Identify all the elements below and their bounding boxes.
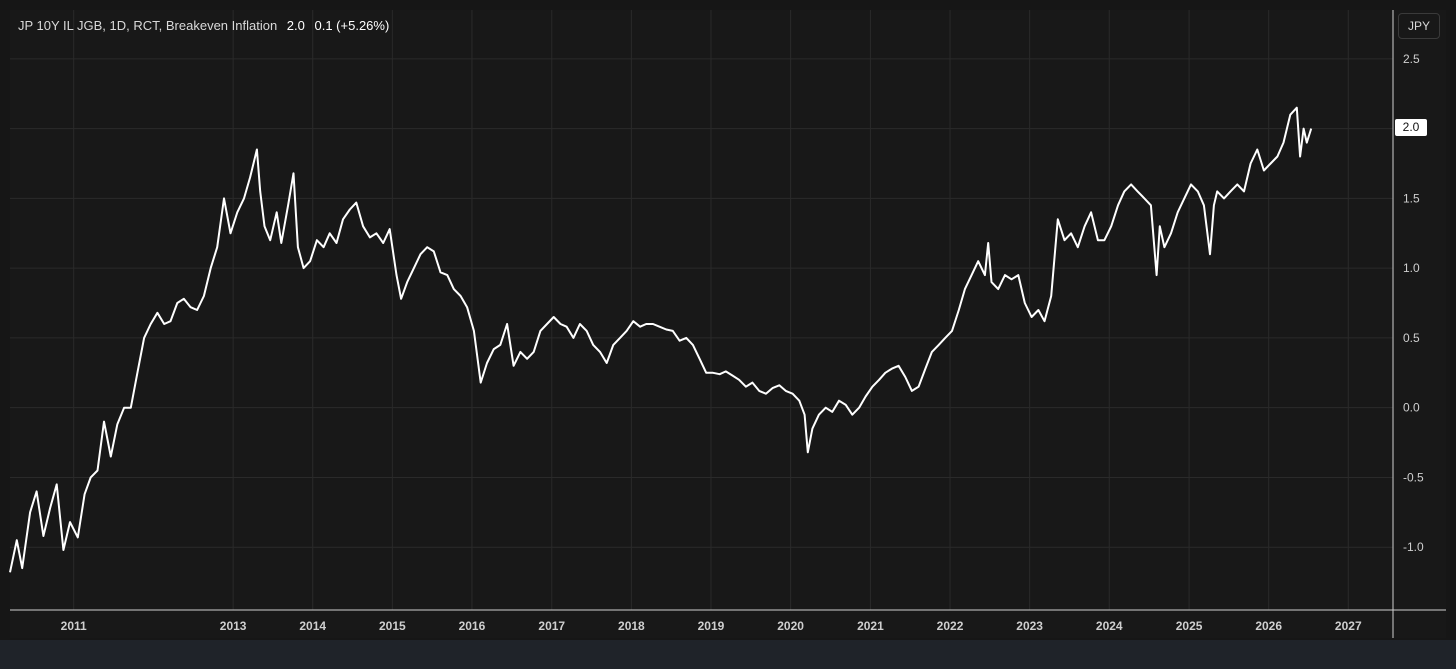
y-tick-label: 0.5 xyxy=(1403,331,1420,345)
x-tick-label: 2014 xyxy=(299,619,326,633)
y-tick-label: -1.0 xyxy=(1403,540,1424,554)
grid xyxy=(10,10,1393,610)
x-tick-label: 2015 xyxy=(379,619,406,633)
y-tick-label: 0.0 xyxy=(1403,401,1420,415)
x-tick-label: 2017 xyxy=(538,619,565,633)
x-tick-label: 2016 xyxy=(459,619,486,633)
x-tick-label: 2011 xyxy=(61,619,87,633)
x-tick-label: 2020 xyxy=(777,619,804,633)
legend: JP 10Y IL JGB, 1D, RCT, Breakeven Inflat… xyxy=(18,18,389,33)
x-tick-label: 2019 xyxy=(698,619,725,633)
x-tick-label: 2021 xyxy=(857,619,884,633)
x-tick-label: 2024 xyxy=(1096,619,1123,633)
last-value: 2.0 xyxy=(286,18,305,33)
y-tick-label: 1.5 xyxy=(1403,191,1420,205)
last-price-label: 2.0 xyxy=(1395,119,1427,136)
x-tick-label: 2027 xyxy=(1335,619,1362,633)
chart-canvas[interactable]: 2.52.01.51.00.50.0-0.5-1.0 2011201320142… xyxy=(0,0,1456,640)
footer-strip xyxy=(0,640,1456,669)
x-tick-label: 2023 xyxy=(1016,619,1043,633)
y-tick-label: -0.5 xyxy=(1403,470,1424,484)
x-axis: 2011 2013 2014 2015 2016 2017 2018 2019 2020 2021… xyxy=(61,619,1362,633)
x-tick-label: 2022 xyxy=(937,619,964,633)
currency-button[interactable]: JPY xyxy=(1398,13,1440,39)
symbol-title: JP 10Y IL JGB, 1D, RCT, Breakeven Inflat… xyxy=(18,18,278,33)
change-value: 0.1 (+5.26%) xyxy=(314,18,390,33)
x-tick-label: 2026 xyxy=(1255,619,1282,633)
series-line xyxy=(9,106,1313,573)
x-tick-label: 2025 xyxy=(1176,619,1203,633)
plot-area[interactable] xyxy=(10,10,1446,638)
y-tick-label: 1.0 xyxy=(1403,261,1420,275)
y-tick-label: 2.5 xyxy=(1403,52,1420,66)
x-tick-label: 2013 xyxy=(220,619,247,633)
x-tick-label: 2018 xyxy=(618,619,645,633)
